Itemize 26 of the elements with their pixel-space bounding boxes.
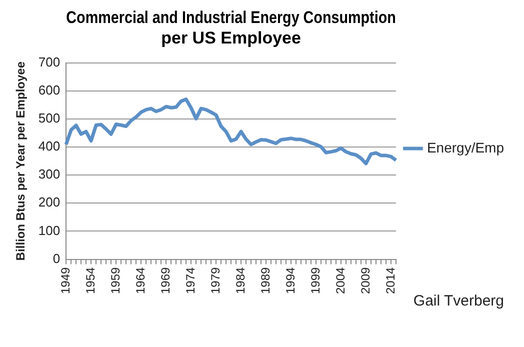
x-tick-label: 1959 bbox=[108, 266, 122, 294]
legend-label: Energy/Emp bbox=[426, 139, 504, 156]
y-tick-label: 700 bbox=[38, 54, 60, 70]
y-axis-title: Billion Btus per Year per Employee bbox=[14, 61, 28, 261]
y-tick-label: 400 bbox=[38, 138, 60, 154]
x-tick-label: 2014 bbox=[383, 266, 398, 294]
x-tick-label: 1994 bbox=[283, 266, 298, 294]
x-tick-label: 1974 bbox=[183, 266, 198, 294]
y-tick-label: 0 bbox=[52, 250, 60, 266]
x-tick-label: 2004 bbox=[333, 266, 348, 294]
y-tick-label: 600 bbox=[38, 82, 60, 98]
x-tick-label: 1954 bbox=[83, 266, 98, 294]
y-tick-label: 200 bbox=[38, 194, 60, 210]
y-tick-label: 300 bbox=[38, 166, 60, 182]
x-tick-label: 1964 bbox=[133, 266, 148, 294]
x-tick-label: 1979 bbox=[208, 266, 222, 294]
x-tick-label: 1989 bbox=[258, 266, 272, 294]
chart-title: Commercial and Industrial Energy Consumption per US Employee bbox=[66, 8, 396, 48]
x-tick-label: 1949 bbox=[58, 266, 72, 294]
x-tick-label: 1984 bbox=[233, 266, 248, 294]
x-tick-label: 2009 bbox=[358, 266, 372, 294]
x-tick-label: 1999 bbox=[308, 266, 322, 294]
y-tick-label: 500 bbox=[38, 110, 60, 126]
x-tick-label: 1969 bbox=[158, 266, 172, 294]
y-tick-label: 100 bbox=[38, 222, 60, 238]
text: Gail Tverberg bbox=[413, 292, 504, 310]
